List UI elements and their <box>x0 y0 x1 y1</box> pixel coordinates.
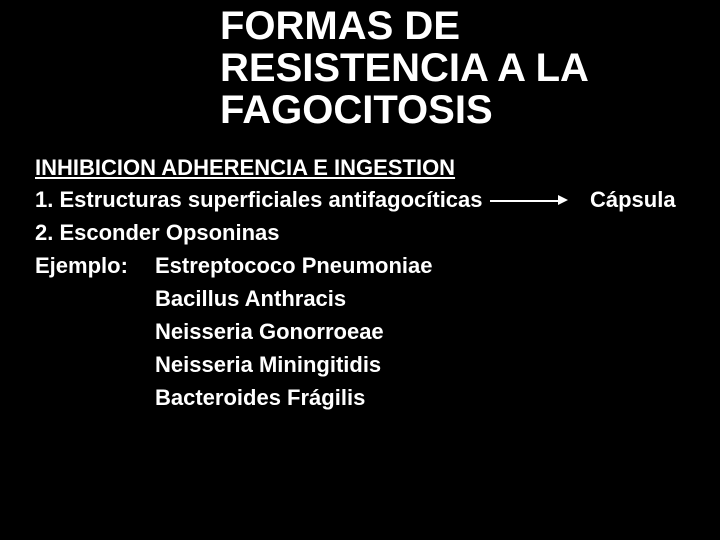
example-5: Bacteroides Frágilis <box>155 385 365 411</box>
slide-title: FORMAS DERESISTENCIA A LAFAGOCITOSIS <box>220 5 589 131</box>
capsule-label: Cápsula <box>590 187 676 213</box>
example-3: Neisseria Gonorroeae <box>155 319 384 345</box>
example-1: Estreptococo Pneumoniae <box>155 253 433 279</box>
arrow-line-icon <box>490 200 560 202</box>
arrow-head-icon <box>558 195 568 205</box>
subtitle: INHIBICION ADHERENCIA E INGESTION <box>35 155 455 181</box>
example-2: Bacillus Anthracis <box>155 286 346 312</box>
title-text: FORMAS DERESISTENCIA A LAFAGOCITOSIS <box>220 4 589 132</box>
line-1: 1. Estructuras superficiales antifagocít… <box>35 187 483 213</box>
line-2: 2. Esconder Opsoninas <box>35 220 280 246</box>
example-4: Neisseria Miningitidis <box>155 352 381 378</box>
line-3: Ejemplo: <box>35 253 128 279</box>
